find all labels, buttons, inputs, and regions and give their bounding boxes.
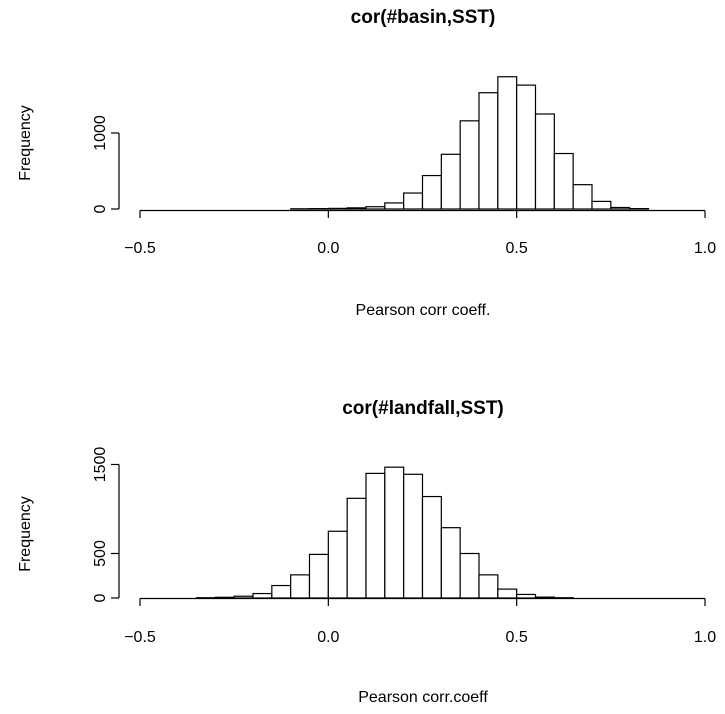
histogram-bar [459, 120, 480, 210]
x-tick-label: 1.0 [694, 629, 716, 646]
histogram-bar [233, 595, 254, 599]
y-axis-label: Frequency [17, 496, 34, 572]
landfall-histogram-panel: cor(#landfall,SST) −0.5 0.0 0.5 1.0 0 500 150… [17, 398, 716, 706]
x-tick-label: 0.0 [317, 240, 339, 257]
histogram-bar [440, 153, 461, 210]
x-axis-label: Pearson corr.coeff [358, 689, 488, 706]
histogram-bar [290, 574, 311, 599]
histogram-bar [591, 200, 612, 210]
histogram-bar [327, 207, 348, 210]
histogram-bar [516, 593, 537, 599]
y-tick-label: 1000 [92, 115, 109, 151]
histogram-bar [440, 527, 461, 599]
histogram-bar [534, 113, 555, 210]
y-tick-label: 0 [92, 204, 109, 213]
y-axis-ticks: 0 1000 [92, 115, 119, 213]
basin-histogram-panel: cor(#basin,SST) −0.5 0.0 0.5 1.0 0 1000 Pear… [17, 7, 716, 319]
y-axis-ticks: 0 500 1500 [92, 447, 119, 602]
histogram-bar [214, 596, 235, 599]
histogram-bar [421, 174, 442, 210]
histogram-bar [572, 184, 593, 210]
histogram-bar [271, 584, 292, 599]
histogram-bar [403, 473, 424, 599]
histogram-bar [497, 76, 518, 210]
chart-title: cor(#basin,SST) [351, 7, 496, 28]
y-axis-label: Frequency [17, 105, 34, 181]
histogram-bar [553, 152, 574, 210]
x-axis-label: Pearson corr coeff. [356, 302, 491, 319]
histogram-bar [421, 495, 442, 599]
histogram-bar [308, 553, 329, 599]
histogram-bar [365, 206, 386, 210]
histogram-bar [403, 192, 424, 210]
x-tick-label: 1.0 [694, 240, 716, 257]
histogram-bar [610, 206, 631, 210]
y-tick-label: 1500 [92, 447, 109, 483]
histogram-bar [384, 466, 405, 599]
histogram-bar [252, 592, 273, 599]
histogram-bar [365, 472, 386, 599]
x-tick-label: −0.5 [124, 629, 156, 646]
x-tick-label: 0.0 [317, 629, 339, 646]
histogram-bar [346, 497, 367, 599]
histogram-bar [459, 552, 480, 599]
y-tick-label: 0 [92, 593, 109, 602]
histogram-bar [384, 202, 405, 210]
x-tick-label: 0.5 [506, 629, 528, 646]
histogram-bar [497, 588, 518, 599]
histogram-bar [516, 84, 537, 210]
x-tick-label: 0.5 [506, 240, 528, 257]
histogram-bars [290, 76, 650, 210]
histogram-bar [534, 596, 555, 599]
histogram-bar [327, 530, 348, 599]
x-axis-ticks: −0.5 0.0 0.5 1.0 [124, 598, 716, 646]
y-tick-label: 500 [92, 540, 109, 567]
histogram-bars [195, 466, 574, 599]
histogram-bar [478, 92, 499, 210]
chart-title: cor(#landfall,SST) [342, 398, 504, 419]
histogram-bar [346, 207, 367, 210]
x-axis-ticks: −0.5 0.0 0.5 1.0 [124, 210, 716, 257]
x-tick-label: −0.5 [124, 240, 156, 257]
histogram-bar [478, 574, 499, 599]
